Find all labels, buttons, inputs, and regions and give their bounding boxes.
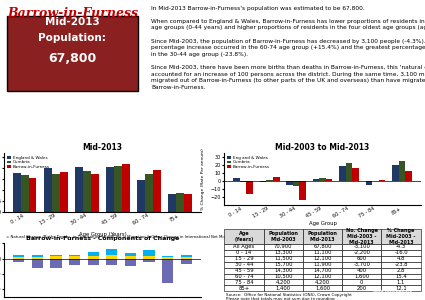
- Y-axis label: % Change (Rate Per annum): % Change (Rate Per annum): [201, 148, 205, 210]
- Bar: [246, 181, 253, 194]
- Bar: [75, 167, 83, 212]
- Bar: [69, 259, 80, 265]
- Bar: [162, 259, 173, 264]
- Bar: [106, 255, 117, 259]
- Bar: [181, 255, 192, 257]
- Bar: [125, 259, 136, 266]
- Bar: [29, 178, 37, 212]
- Text: Barrow-in-Furness: Barrow-in-Furness: [7, 7, 138, 20]
- Bar: [69, 256, 80, 259]
- Bar: [143, 259, 155, 262]
- Bar: [88, 259, 99, 265]
- Bar: [326, 178, 332, 181]
- Bar: [91, 174, 99, 212]
- Bar: [240, 181, 246, 182]
- Text: = Natural Change (Births-Deaths, in Thousands) and NI Inc = Migration & Other Ch: = Natural Change (Births-Deaths, in Thou…: [6, 235, 238, 239]
- Bar: [32, 259, 43, 268]
- Bar: [122, 164, 130, 212]
- Bar: [266, 180, 273, 181]
- FancyBboxPatch shape: [7, 16, 138, 91]
- Bar: [273, 177, 280, 181]
- Bar: [153, 170, 161, 212]
- Bar: [293, 181, 299, 186]
- Bar: [114, 166, 122, 212]
- Bar: [106, 259, 117, 265]
- Bar: [13, 173, 21, 212]
- X-axis label: Age Group (Years): Age Group (Years): [79, 232, 126, 237]
- Bar: [21, 175, 29, 212]
- Bar: [88, 252, 99, 256]
- Bar: [32, 255, 43, 257]
- Bar: [286, 181, 293, 185]
- Bar: [52, 174, 60, 212]
- Bar: [319, 178, 326, 181]
- Bar: [143, 250, 155, 256]
- Text: Mid-2013: Mid-2013: [45, 17, 100, 27]
- Bar: [32, 257, 43, 259]
- Bar: [13, 257, 24, 259]
- Title: Barrow-in-Furness - Components of Change: Barrow-in-Furness - Components of Change: [26, 236, 179, 241]
- Bar: [346, 163, 352, 181]
- Text: Population:: Population:: [38, 33, 106, 43]
- Bar: [60, 172, 68, 212]
- Bar: [181, 259, 192, 264]
- Bar: [176, 193, 184, 212]
- Bar: [366, 181, 372, 185]
- Bar: [83, 171, 91, 212]
- Bar: [51, 255, 62, 256]
- X-axis label: Age Group: Age Group: [309, 220, 337, 226]
- Bar: [352, 169, 359, 181]
- Bar: [260, 181, 266, 182]
- Bar: [339, 167, 346, 181]
- Bar: [313, 179, 319, 181]
- Bar: [51, 259, 62, 268]
- Bar: [399, 161, 405, 181]
- Bar: [143, 256, 155, 259]
- Bar: [168, 194, 176, 212]
- Bar: [106, 248, 117, 255]
- Bar: [162, 259, 173, 283]
- Text: 67,800: 67,800: [48, 52, 96, 65]
- Bar: [69, 255, 80, 256]
- Legend: Eng and & Wales, Cumbria, Barrow-in-Furness: Eng and & Wales, Cumbria, Barrow-in-Furn…: [227, 155, 270, 170]
- Title: Mid-2013: Mid-2013: [82, 143, 122, 152]
- Bar: [405, 171, 412, 181]
- Bar: [233, 178, 240, 181]
- Text: In Mid-2013 Barrow-in-Furness's population was estimated to be 67,800.

When com: In Mid-2013 Barrow-in-Furness's populati…: [151, 5, 425, 90]
- Bar: [145, 174, 153, 212]
- Text: Source:  Office for National Statistics (ONS), Crown Copyright
Please note that : Source: Office for National Statistics (…: [226, 293, 352, 300]
- Bar: [137, 179, 145, 212]
- Bar: [181, 257, 192, 259]
- Bar: [13, 255, 24, 257]
- Bar: [125, 256, 136, 259]
- Bar: [44, 168, 52, 212]
- Bar: [379, 180, 385, 181]
- Bar: [392, 165, 399, 181]
- Bar: [162, 256, 173, 257]
- Bar: [13, 259, 24, 262]
- Title: Mid-2003 to Mid-2013: Mid-2003 to Mid-2013: [275, 143, 370, 152]
- Bar: [88, 256, 99, 259]
- Bar: [51, 256, 62, 259]
- Legend: England & Wales, Cumbria, Barrow-in-Furness: England & Wales, Cumbria, Barrow-in-Furn…: [6, 155, 51, 170]
- Bar: [125, 253, 136, 256]
- Bar: [299, 181, 306, 200]
- Bar: [106, 167, 114, 212]
- Bar: [184, 194, 192, 212]
- Bar: [162, 257, 173, 259]
